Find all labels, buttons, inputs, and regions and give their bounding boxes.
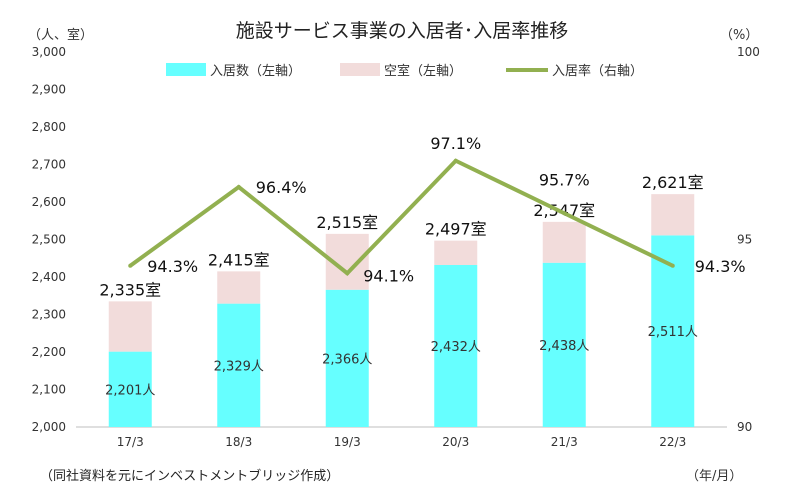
right-axis: 90 95 100 bbox=[737, 45, 760, 434]
left-axis-tick-label: 2,100 bbox=[32, 383, 66, 397]
bar-residents bbox=[108, 351, 152, 427]
bar-vacancies bbox=[651, 194, 695, 236]
occupancy-rate-point bbox=[670, 263, 675, 268]
occupancy-rate-label: 97.1% bbox=[430, 134, 481, 153]
occupancy-rate-label: 96.4% bbox=[256, 178, 307, 197]
legend-label-vacancies: 空室（左軸） bbox=[384, 63, 462, 79]
bar-residents bbox=[434, 265, 478, 427]
x-axis-tick-label: 17/3 bbox=[117, 435, 144, 449]
legend-label-residents: 入居数（左軸） bbox=[210, 64, 301, 79]
left-axis-tick-label: 2,800 bbox=[32, 120, 66, 134]
right-axis-tick-label: 95 bbox=[737, 233, 752, 247]
chart-title: 施設サービス事業の入居者･入居率推移 bbox=[236, 20, 569, 42]
left-axis-tick-label: 2,400 bbox=[32, 270, 66, 284]
bar-residents bbox=[325, 289, 369, 427]
legend-swatch-residents bbox=[166, 63, 206, 76]
left-axis: 2,000 2,100 2,200 2,300 2,400 2,500 2,600 2,700… bbox=[32, 45, 66, 434]
residents-label: 2,511人 bbox=[648, 325, 698, 340]
bar-residents bbox=[542, 262, 586, 427]
x-axis-tick-label: 21/3 bbox=[551, 435, 578, 449]
residents-label: 2,438人 bbox=[539, 339, 589, 354]
total-rooms-label: 2,335室 bbox=[99, 280, 161, 299]
left-axis-tick-label: 2,300 bbox=[32, 308, 66, 322]
x-axis-tick-label: 20/3 bbox=[442, 435, 469, 449]
occupancy-rate-series-line bbox=[129, 158, 674, 276]
right-axis-tick-label: 90 bbox=[737, 420, 752, 434]
x-axis-tick-label: 19/3 bbox=[334, 435, 361, 449]
legend-label-occupancy-rate: 入居率（右軸） bbox=[552, 63, 643, 79]
occupancy-rate-label: 95.7% bbox=[539, 170, 590, 189]
left-axis-tick-label: 3,000 bbox=[32, 45, 66, 59]
left-axis-tick-label: 2,600 bbox=[32, 195, 66, 209]
left-axis-unit: （人、室） bbox=[28, 27, 93, 43]
right-axis-unit: （%） bbox=[720, 28, 758, 43]
residents-label: 2,201人 bbox=[105, 383, 155, 398]
total-rooms-label: 2,515室 bbox=[316, 213, 378, 232]
bar-vacancies bbox=[217, 271, 261, 304]
total-rooms-label: 2,621室 bbox=[642, 173, 704, 192]
x-axis-tick-label: 22/3 bbox=[659, 435, 686, 449]
bar-vacancies bbox=[542, 221, 586, 263]
occupancy-rate-point bbox=[562, 211, 567, 216]
occupancy-rate-point bbox=[128, 263, 133, 268]
left-axis-tick-label: 2,700 bbox=[32, 158, 66, 172]
x-axis-unit: （年/月） bbox=[686, 469, 742, 484]
left-axis-tick-label: 2,900 bbox=[32, 83, 66, 97]
occupancy-rate-labels: 94.3% 96.4% 94.1% 97.1% 95.7% 94.3% bbox=[147, 134, 745, 286]
left-axis-tick-label: 2,200 bbox=[32, 345, 66, 359]
total-rooms-label: 2,497室 bbox=[425, 220, 487, 239]
occupancy-rate-label: 94.3% bbox=[695, 257, 746, 276]
occupancy-rate-label: 94.1% bbox=[363, 266, 414, 285]
left-axis-tick-label: 2,000 bbox=[32, 420, 66, 434]
residents-label: 2,366人 bbox=[322, 352, 372, 367]
bars bbox=[108, 194, 695, 427]
x-axis: 17/3 18/3 19/3 20/3 21/3 22/3 bbox=[76, 426, 727, 449]
x-axis-tick-label: 18/3 bbox=[225, 435, 252, 449]
right-axis-tick-label: 100 bbox=[737, 45, 760, 59]
source-note: （同社資料を元にインベストメントブリッジ作成） bbox=[40, 468, 339, 484]
residents-label: 2,432人 bbox=[431, 340, 481, 355]
occupancy-rate-point bbox=[345, 271, 350, 276]
occupancy-rate-point bbox=[236, 185, 241, 189]
left-axis-tick-label: 2,500 bbox=[32, 233, 66, 247]
legend: 入居数（左軸） 空室（左軸） 入居率（右軸） bbox=[166, 63, 643, 79]
occupancy-rate-line bbox=[128, 158, 675, 276]
occupancy-rate-point bbox=[453, 158, 458, 163]
bar-vacancies bbox=[434, 240, 478, 265]
total-rooms-label: 2,415室 bbox=[208, 250, 270, 269]
bar-vacancies bbox=[108, 301, 152, 352]
occupancy-rate-label: 94.3% bbox=[147, 257, 198, 276]
residents-label: 2,329人 bbox=[214, 359, 264, 374]
bar-labels: 2,335室 2,201人 2,415室 2,329人 2,515室 2,366人 2,49… bbox=[99, 173, 703, 398]
legend-swatch-vacancies bbox=[340, 63, 380, 76]
bar-residents bbox=[217, 303, 261, 427]
